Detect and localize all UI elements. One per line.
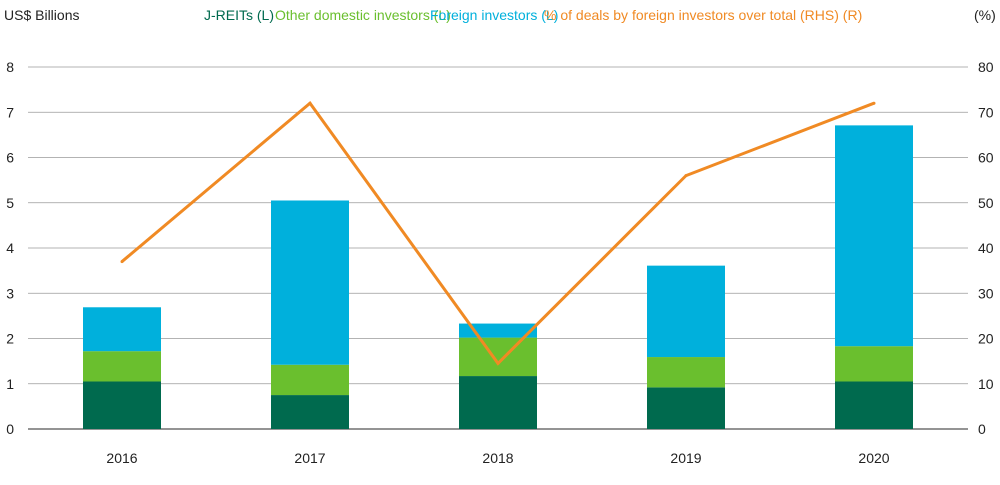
legend-jreits: J-REITs (L) (204, 7, 274, 23)
left-tick-label: 6 (6, 150, 14, 166)
right-tick-label: 0 (978, 421, 986, 437)
bar-segment-other-domestic (271, 364, 349, 396)
right-axis-label: (%) (974, 7, 996, 23)
bar-segment-jreits (83, 381, 161, 429)
bar-segment-foreign (83, 307, 161, 352)
left-tick-label: 0 (6, 421, 14, 437)
percent-line-point (120, 260, 124, 264)
bar-segment-jreits (835, 381, 913, 429)
left-tick-label: 5 (6, 195, 14, 211)
left-tick-label: 2 (6, 331, 14, 347)
bar-segment-other-domestic (835, 346, 913, 382)
left-tick-label: 3 (6, 285, 14, 301)
right-tick-label: 20 (978, 331, 994, 347)
x-tick-label: 2017 (294, 450, 325, 466)
right-tick-label: 10 (978, 376, 994, 392)
right-tick-label: 50 (978, 195, 994, 211)
left-tick-label: 7 (6, 104, 14, 120)
percent-line-point (684, 174, 688, 178)
right-tick-label: 70 (978, 104, 994, 120)
left-tick-label: 1 (6, 376, 14, 392)
left-tick-label: 4 (6, 240, 14, 256)
percent-line-point (872, 101, 876, 105)
right-tick-label: 40 (978, 240, 994, 256)
bar-segment-other-domestic (459, 337, 537, 377)
bar-segment-jreits (271, 395, 349, 429)
percent-line-point (496, 361, 500, 365)
x-tick-label: 2018 (482, 450, 513, 466)
left-axis-label: US$ Billions (4, 7, 79, 23)
bar-segment-foreign (647, 265, 725, 358)
right-tick-label: 30 (978, 285, 994, 301)
legend-other-domestic: Other domestic investors (L) (275, 7, 451, 23)
bar-segment-foreign (271, 200, 349, 365)
right-tick-label: 80 (978, 59, 994, 75)
stacked-bars (83, 125, 913, 429)
bar-segment-jreits (459, 376, 537, 429)
right-tick-label: 60 (978, 150, 994, 166)
legend-foreign: Foreign investors (L) (430, 7, 558, 23)
bar-segment-other-domestic (647, 357, 725, 388)
left-tick-label: 8 (6, 59, 14, 75)
gridlines (28, 66, 968, 430)
x-tick-label: 2020 (858, 450, 889, 466)
bar-segment-jreits (647, 387, 725, 429)
legend-pct-line: % of deals by foreign investors over tot… (544, 7, 862, 23)
percent-line-point (308, 101, 312, 105)
bar-segment-other-domestic (83, 351, 161, 382)
x-tick-label: 2019 (670, 450, 701, 466)
x-tick-label: 2016 (106, 450, 137, 466)
bar-segment-foreign (835, 125, 913, 347)
legend: J-REITs (L) Other domestic investors (L)… (204, 7, 862, 23)
percent-line-layer (120, 101, 876, 366)
